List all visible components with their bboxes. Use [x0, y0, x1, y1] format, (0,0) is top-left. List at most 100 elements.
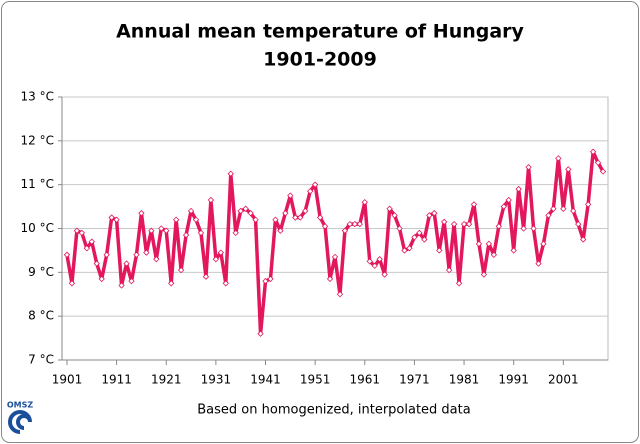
data-point [341, 227, 349, 234]
data-point [222, 280, 229, 287]
data-point [465, 220, 473, 228]
data-point [277, 227, 284, 234]
data-point [78, 229, 86, 237]
data-point [143, 249, 150, 256]
data-point [247, 209, 254, 217]
y-tick-label: 7 °C [28, 353, 54, 367]
y-tick-label: 11 °C [21, 177, 54, 191]
data-point [545, 212, 552, 219]
data-point [267, 275, 274, 283]
data-point [584, 201, 592, 208]
data-point [217, 249, 225, 256]
data-point [580, 236, 587, 243]
data-point [371, 262, 378, 269]
data-point [118, 282, 125, 289]
data-point [555, 155, 562, 162]
data-point [88, 238, 95, 245]
x-tick-label: 1961 [350, 373, 381, 387]
data-point [515, 185, 522, 193]
data-point [292, 214, 299, 221]
logo-icon [8, 410, 32, 434]
data-point [93, 260, 100, 267]
data-point [138, 209, 145, 217]
y-tick-label: 12 °C [21, 133, 54, 147]
data-point [411, 234, 418, 241]
data-point [158, 225, 165, 232]
data-point [525, 163, 532, 171]
data-point [381, 271, 388, 278]
data-point [272, 216, 279, 223]
data-point [168, 280, 175, 287]
logo: OMSZ [7, 401, 34, 434]
data-point [535, 260, 542, 267]
data-point [108, 214, 115, 221]
logo-text: OMSZ [7, 401, 34, 410]
data-point [460, 220, 468, 228]
data-point [565, 166, 572, 173]
data-point [406, 245, 413, 252]
data-point [445, 266, 453, 274]
data-point [197, 229, 205, 237]
data-point [441, 218, 448, 226]
data-point [326, 275, 334, 283]
data-point [431, 209, 438, 217]
x-tick-label: 1911 [101, 373, 132, 387]
data-point [163, 227, 170, 234]
data-point [187, 207, 195, 215]
data-point [450, 220, 458, 228]
data-point [113, 216, 120, 223]
data-point [570, 207, 577, 215]
data-point [331, 253, 339, 261]
y-tick-label: 13 °C [21, 90, 54, 104]
data-point [436, 247, 443, 254]
data-point [386, 205, 393, 212]
data-point [68, 280, 76, 287]
data-point [287, 192, 294, 199]
data-point [83, 245, 90, 252]
data-point [530, 225, 537, 232]
data-point [351, 220, 359, 228]
data-point [594, 159, 602, 166]
data-point [366, 258, 373, 265]
data-point [262, 277, 269, 285]
data-point [416, 229, 423, 237]
data-point [575, 220, 582, 228]
y-tick-label: 10 °C [21, 221, 54, 235]
x-tick-label: 1921 [151, 373, 182, 387]
data-point [500, 203, 507, 210]
y-tick-label: 8 °C [28, 309, 54, 323]
x-tick-label: 1941 [250, 373, 281, 387]
x-tick-label: 1931 [201, 373, 232, 387]
data-point [589, 148, 597, 155]
data-point [177, 266, 185, 274]
data-point [148, 227, 155, 234]
data-point [202, 273, 210, 280]
data-point [470, 201, 478, 208]
data-point [401, 247, 408, 254]
data-point [346, 220, 354, 228]
x-tick-label: 1971 [399, 373, 430, 387]
data-point [73, 227, 81, 234]
data-point [232, 229, 239, 237]
data-point [599, 168, 607, 175]
data-point [316, 214, 324, 221]
data-point [455, 280, 463, 287]
y-tick-label: 9 °C [28, 265, 54, 279]
data-point [361, 199, 368, 206]
data-point [297, 214, 304, 221]
data-point [237, 207, 244, 215]
data-point [376, 256, 383, 263]
data-point [475, 240, 483, 248]
data-point [480, 271, 488, 278]
data-point [321, 223, 329, 230]
x-tick-label: 1951 [300, 373, 331, 387]
data-point [520, 225, 527, 232]
data-point [252, 216, 259, 223]
data-point [128, 277, 135, 285]
data-point [490, 251, 498, 258]
data-point [336, 291, 344, 298]
data-point [426, 212, 433, 219]
data-point [212, 256, 220, 263]
data-point [550, 205, 557, 212]
